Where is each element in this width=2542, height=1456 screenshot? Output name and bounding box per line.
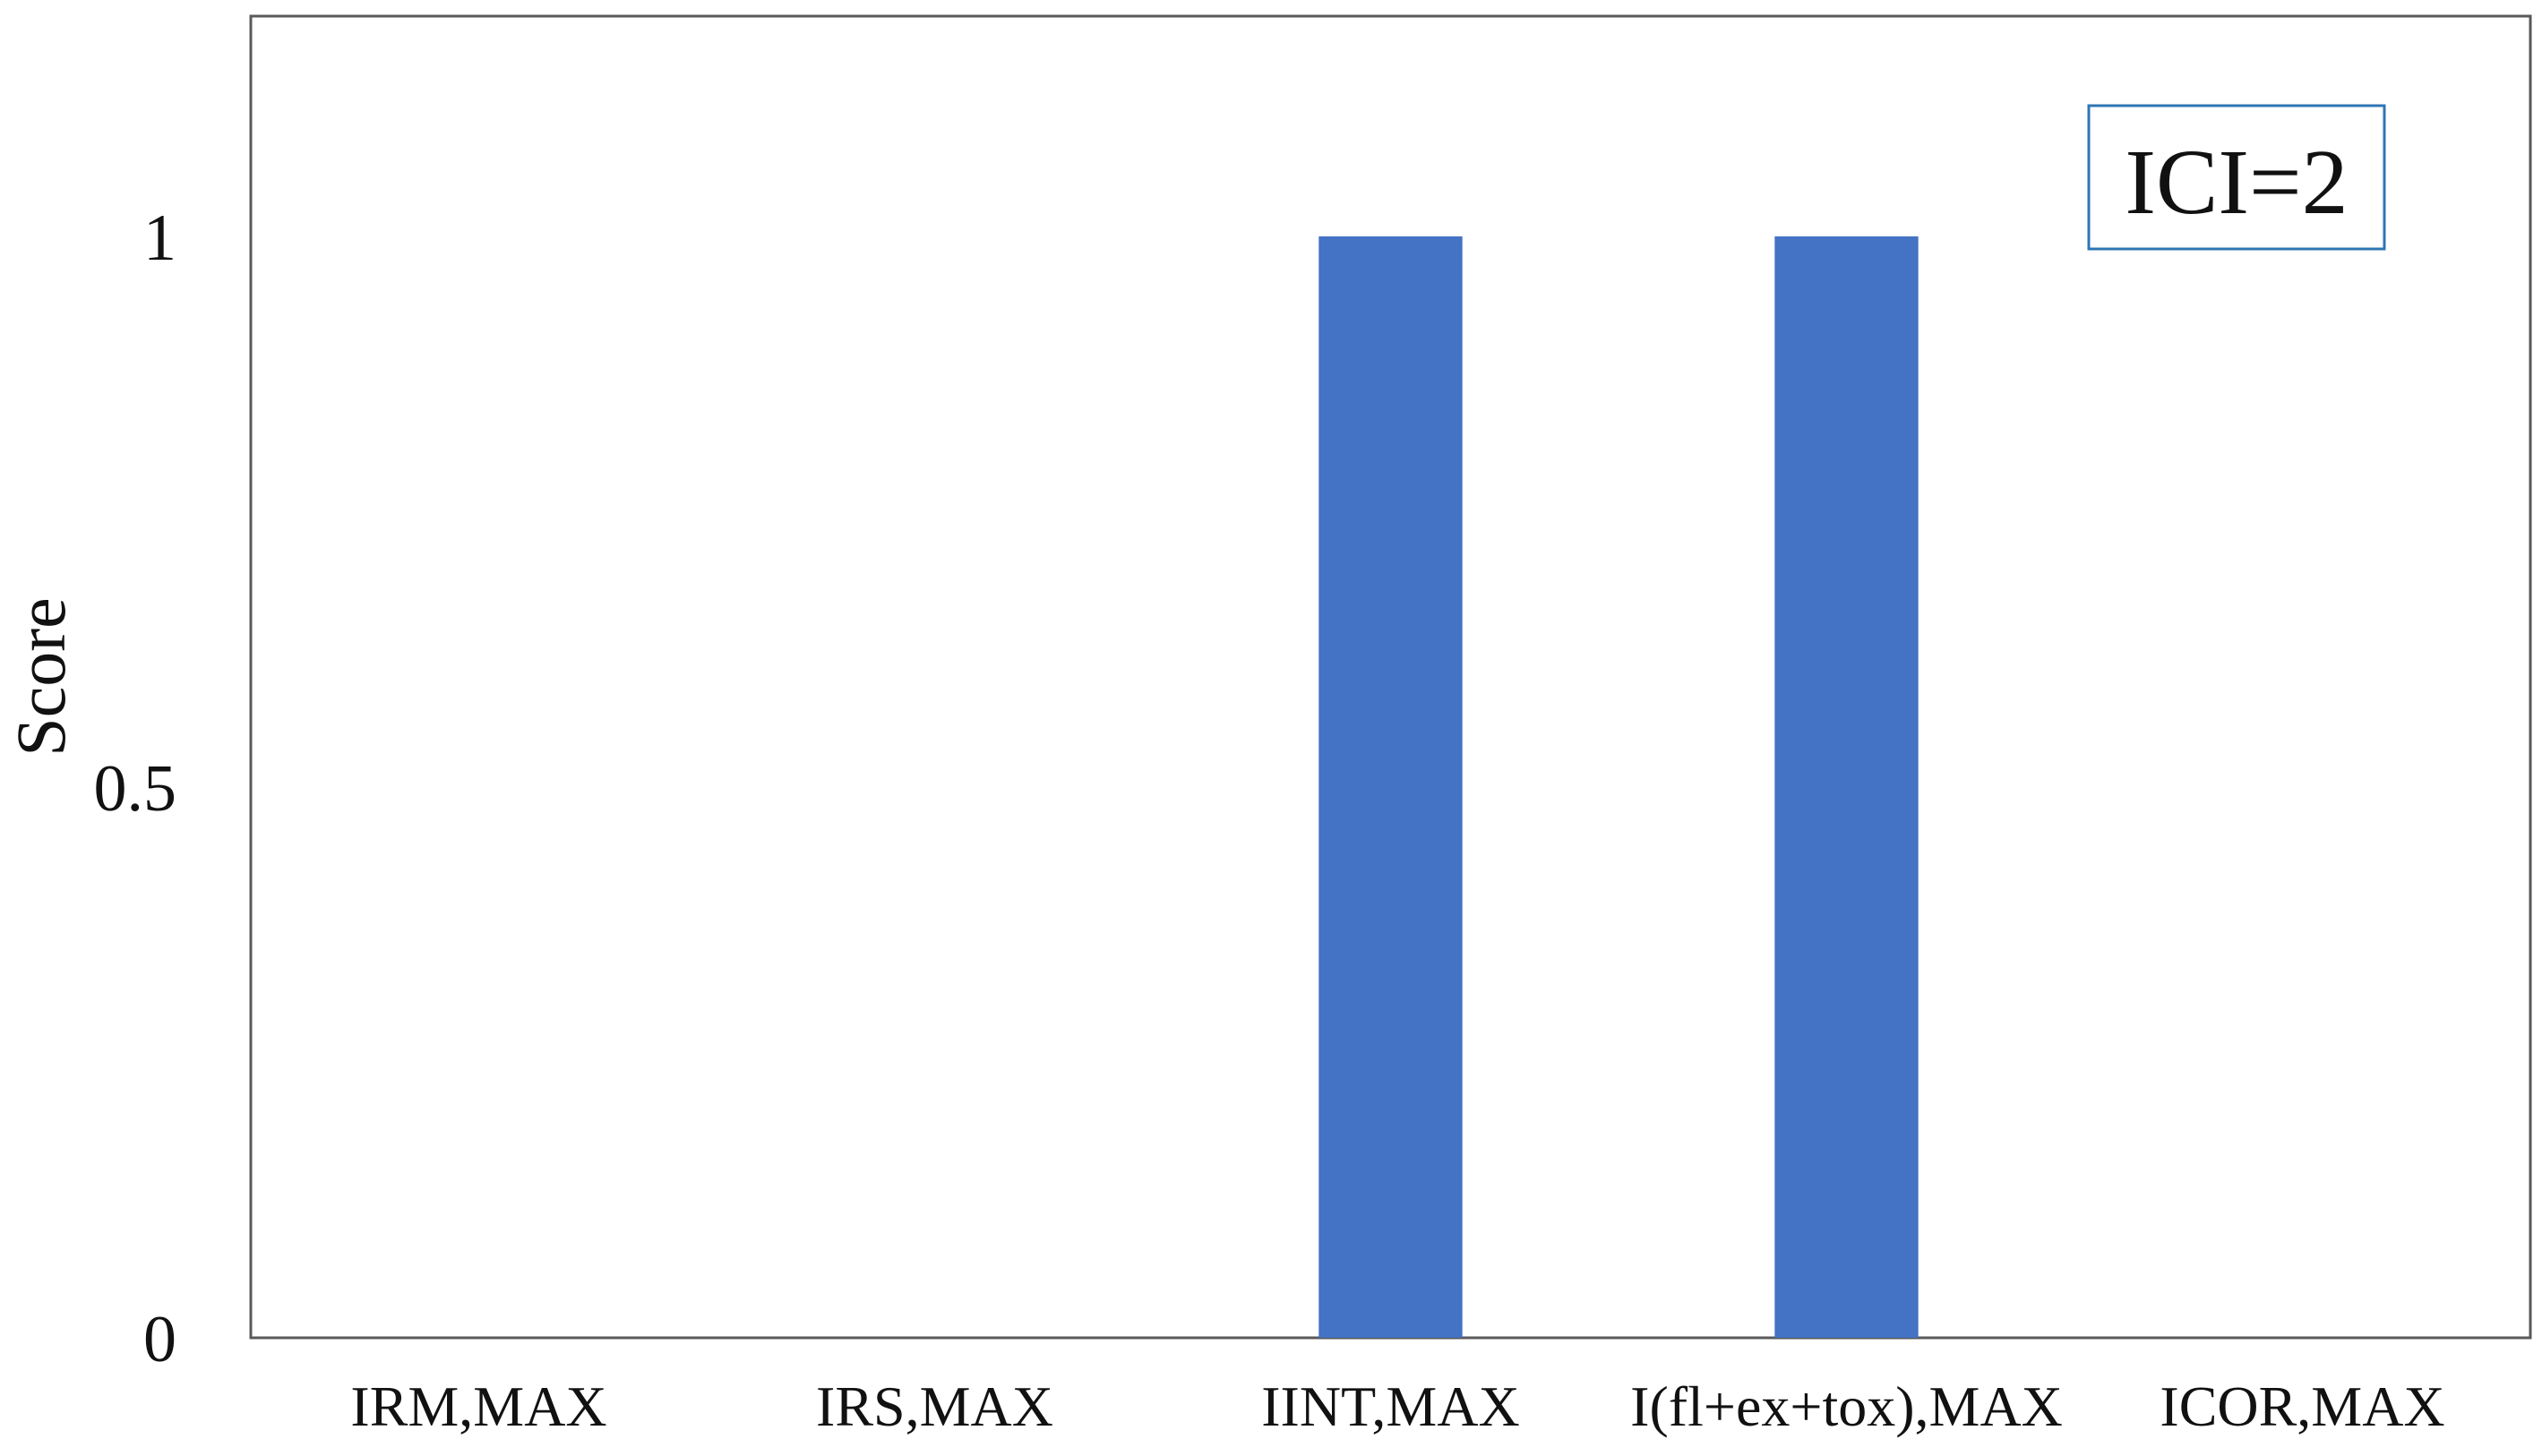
bars-group (1318, 236, 1919, 1338)
bar-3 (1774, 236, 1919, 1338)
y-tick-label: 1 (143, 201, 176, 275)
x-tick-label: ICOR,MAX (2160, 1375, 2444, 1438)
y-tick-labels: 00.51 (94, 201, 177, 1376)
x-tick-labels: IRM,MAX IRS,MAX IINT,MAX I(fl+ex+tox),MAX IC… (350, 1375, 2444, 1438)
x-tick-label: IRS,MAX (816, 1375, 1053, 1438)
bar-2 (1318, 236, 1463, 1338)
annotation-label: ICI=2 (2125, 131, 2348, 234)
y-tick-label: 0.5 (94, 752, 177, 826)
annotation-border (2087, 104, 2386, 251)
y-axis-title: Score (2, 597, 80, 757)
y-tick-label: 0 (143, 1303, 176, 1376)
x-tick-label: IRM,MAX (350, 1375, 606, 1438)
x-tick-label: IINT,MAX (1261, 1375, 1520, 1438)
x-tick-label: I(fl+ex+tox),MAX (1630, 1375, 2063, 1438)
annotation-box: ICI=2 (2087, 104, 2386, 251)
